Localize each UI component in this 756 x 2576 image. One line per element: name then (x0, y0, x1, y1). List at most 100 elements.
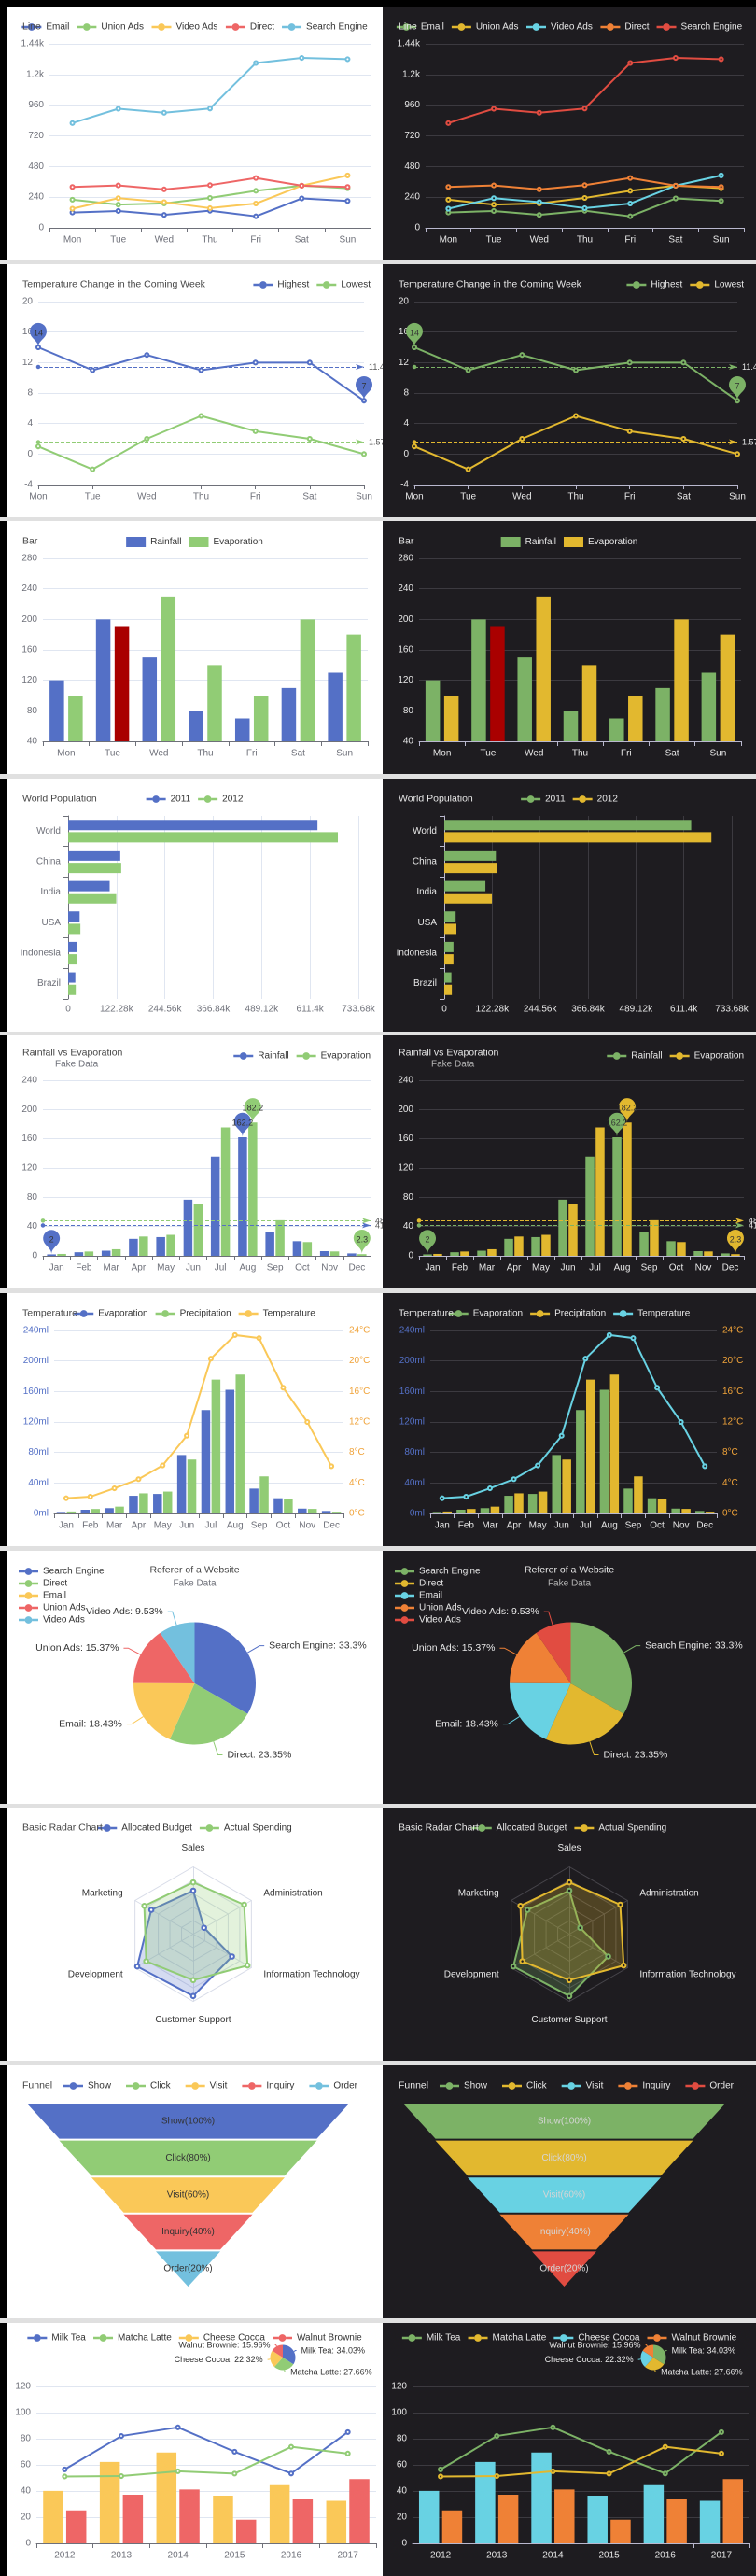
svg-text:China: China (413, 857, 438, 867)
svg-text:2013: 2013 (486, 2551, 508, 2561)
svg-text:733.68k: 733.68k (342, 1005, 376, 1015)
svg-text:2017: 2017 (338, 2551, 359, 2561)
svg-text:120: 120 (391, 2382, 407, 2392)
svg-text:0: 0 (27, 449, 33, 459)
svg-text:Precipitation: Precipitation (180, 1309, 231, 1319)
svg-text:0: 0 (408, 1251, 413, 1261)
svg-text:Sun: Sun (729, 492, 746, 502)
svg-text:Inquiry(40%): Inquiry(40%) (538, 2227, 591, 2237)
svg-text:Milk Tea: 34.03%: Milk Tea: 34.03% (672, 2346, 735, 2356)
svg-text:40: 40 (403, 737, 414, 747)
svg-text:240: 240 (21, 584, 37, 594)
svg-text:Click: Click (150, 2081, 172, 2091)
svg-text:Sun: Sun (713, 235, 730, 246)
svg-text:60: 60 (397, 2460, 408, 2470)
svg-text:Tue: Tue (480, 749, 496, 759)
svg-text:Mon: Mon (63, 235, 81, 246)
svg-text:720: 720 (28, 131, 44, 141)
svg-text:Information Technology: Information Technology (639, 1970, 735, 1980)
svg-text:Search Engine: Search Engine (306, 22, 368, 33)
svg-text:960: 960 (404, 100, 420, 110)
svg-text:Walnut Brownie: Walnut Brownie (671, 2333, 736, 2344)
svg-text:Nov: Nov (695, 1263, 712, 1274)
svg-text:2013: 2013 (111, 2551, 133, 2561)
svg-text:2: 2 (49, 1235, 54, 1245)
svg-text:Feb: Feb (76, 1263, 92, 1274)
svg-text:Temperature: Temperature (263, 1309, 316, 1319)
svg-text:2012: 2012 (222, 795, 244, 805)
svg-text:48.07: 48.07 (749, 1216, 756, 1225)
svg-text:Search Engine: Search Engine (419, 1567, 481, 1577)
svg-text:2012: 2012 (597, 795, 619, 805)
svg-text:2.3: 2.3 (730, 1235, 742, 1245)
svg-text:Evaporation: Evaporation (694, 1051, 744, 1062)
svg-text:Evaporation: Evaporation (98, 1309, 147, 1319)
svg-text:USA: USA (41, 918, 61, 928)
svg-text:240ml: 240ml (23, 1326, 49, 1336)
svg-text:Tue: Tue (110, 235, 126, 246)
svg-text:160: 160 (398, 645, 413, 655)
svg-text:80: 80 (403, 1192, 414, 1203)
svg-text:Jan: Jan (49, 1263, 64, 1274)
svg-text:2: 2 (426, 1235, 430, 1245)
svg-text:162.2: 162.2 (232, 1118, 254, 1127)
svg-text:160ml: 160ml (399, 1387, 425, 1397)
svg-text:2014: 2014 (542, 2551, 564, 2561)
svg-text:280: 280 (398, 554, 413, 564)
svg-text:Customer Support: Customer Support (155, 2015, 231, 2025)
svg-text:Order(20%): Order(20%) (539, 2264, 588, 2274)
svg-text:Fri: Fri (624, 492, 636, 502)
svg-text:Temperature: Temperature (399, 1308, 454, 1319)
svg-text:4°C: 4°C (722, 1478, 738, 1488)
svg-text:Walnut Brownie: 15.96%: Walnut Brownie: 15.96% (178, 2340, 270, 2349)
svg-text:Referer of a Website: Referer of a Website (525, 1565, 614, 1576)
svg-text:2012: 2012 (430, 2551, 452, 2561)
svg-text:Nov: Nov (321, 1263, 338, 1274)
svg-text:40: 40 (21, 2486, 32, 2497)
svg-text:160: 160 (21, 645, 37, 655)
svg-text:733.68k: 733.68k (715, 1005, 749, 1015)
svg-text:40ml: 40ml (404, 1478, 425, 1488)
svg-text:Dec: Dec (696, 1521, 713, 1531)
svg-text:Wed: Wed (155, 235, 174, 246)
svg-text:Line: Line (22, 21, 41, 33)
svg-text:80: 80 (21, 2434, 32, 2444)
svg-text:200ml: 200ml (23, 1356, 49, 1366)
svg-text:Fake Data: Fake Data (173, 1579, 217, 1589)
svg-text:120: 120 (398, 1163, 413, 1174)
svg-text:Cheese Cocoa: Cheese Cocoa (578, 2333, 640, 2344)
svg-text:80: 80 (27, 1192, 38, 1203)
svg-text:1.2k: 1.2k (402, 69, 421, 79)
svg-text:Milk Tea: Milk Tea (427, 2333, 461, 2344)
svg-text:20°C: 20°C (722, 1356, 743, 1366)
svg-text:Rainfall: Rainfall (631, 1051, 662, 1062)
svg-text:Jan: Jan (435, 1521, 450, 1531)
svg-text:Aug: Aug (239, 1263, 256, 1274)
svg-text:16: 16 (399, 327, 410, 337)
svg-text:Direct: Direct (43, 1579, 67, 1589)
svg-text:120: 120 (21, 1163, 37, 1174)
svg-text:0: 0 (401, 2539, 407, 2549)
svg-text:80: 80 (403, 706, 414, 716)
svg-text:Direct: Direct (419, 1579, 443, 1589)
svg-text:160: 160 (21, 1133, 37, 1144)
svg-text:Apr: Apr (132, 1263, 147, 1274)
svg-text:World: World (413, 826, 437, 837)
svg-text:Email: Email (421, 22, 444, 33)
svg-text:Direct: 23.35%: Direct: 23.35% (227, 1750, 291, 1761)
svg-text:Funnel: Funnel (22, 2080, 52, 2091)
svg-text:Union Ads: Union Ads (43, 1603, 86, 1613)
svg-text:Thu: Thu (202, 235, 217, 246)
svg-text:2015: 2015 (598, 2551, 620, 2561)
svg-text:Visit(60%): Visit(60%) (543, 2190, 585, 2201)
svg-text:Highest: Highest (651, 280, 682, 290)
svg-text:2016: 2016 (655, 2551, 677, 2561)
svg-text:Administration: Administration (263, 1889, 322, 1899)
svg-text:Dec: Dec (348, 1263, 365, 1274)
svg-text:Rainfall: Rainfall (150, 537, 181, 547)
svg-text:Show(100%): Show(100%) (538, 2116, 591, 2126)
svg-text:Visit(60%): Visit(60%) (167, 2190, 209, 2201)
svg-text:Evaporation: Evaporation (473, 1309, 523, 1319)
svg-text:40: 40 (403, 1221, 414, 1232)
svg-text:Search Engine: Search Engine (43, 1567, 105, 1577)
